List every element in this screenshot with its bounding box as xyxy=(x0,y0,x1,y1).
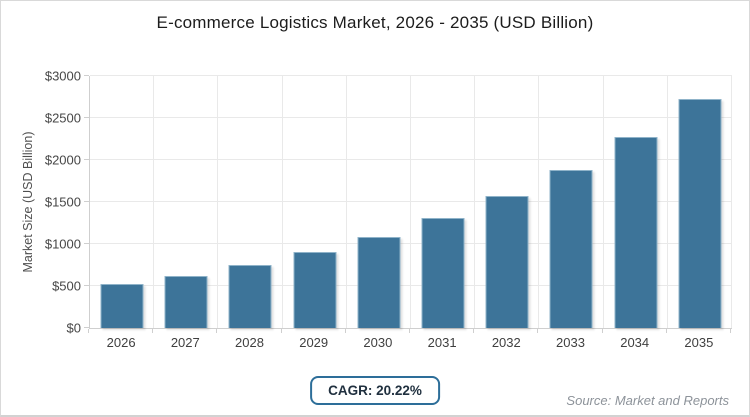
x-tick-label: 2030 xyxy=(363,335,393,350)
bar-slot xyxy=(668,76,732,328)
bar-slot xyxy=(90,76,154,328)
bar-2029 xyxy=(293,252,337,328)
x-axis-labels: 2026 2027 2028 2029 2030 2031 2032 2033 2034 2035 xyxy=(89,335,731,353)
gridline-v xyxy=(538,76,540,328)
x-tick-label: 2029 xyxy=(299,335,329,350)
y-tick xyxy=(84,242,89,244)
y-tick xyxy=(84,116,89,118)
bar-slot xyxy=(411,76,475,328)
gridline-v xyxy=(281,76,283,328)
bar-slot xyxy=(154,76,218,328)
y-tick-label: $500 xyxy=(52,278,81,294)
bar-2032 xyxy=(485,196,529,328)
gridline-v xyxy=(410,76,411,328)
x-tick xyxy=(665,329,667,333)
cagr-badge: CAGR: 20.22% xyxy=(310,376,440,405)
gridline-h xyxy=(90,158,732,160)
y-tick-label: $3000 xyxy=(44,68,81,84)
x-tick-label: 2026 xyxy=(106,335,136,350)
bar-2033 xyxy=(549,169,593,328)
gridline-h xyxy=(90,201,732,202)
x-tick xyxy=(409,329,410,333)
y-tick xyxy=(84,201,89,202)
x-tick-label: 2028 xyxy=(235,335,264,350)
x-tick-label: 2031 xyxy=(427,335,457,350)
gridline-v xyxy=(474,76,476,328)
gridline-v xyxy=(666,76,668,328)
y-tick xyxy=(84,327,89,328)
y-tick-label: $1500 xyxy=(44,194,81,210)
source-note: Source: Market and Reports xyxy=(566,393,729,408)
bar-slot xyxy=(604,76,668,328)
bar-slot xyxy=(475,76,539,328)
bar-slot xyxy=(218,76,282,328)
bar-2026 xyxy=(100,284,144,328)
x-tick xyxy=(730,329,731,333)
plot-area xyxy=(89,75,732,329)
x-axis-ticks xyxy=(88,329,731,334)
x-tick-label: 2027 xyxy=(170,335,200,350)
x-tick xyxy=(344,329,346,333)
gridline-v xyxy=(602,76,604,328)
gridline-h xyxy=(90,242,732,244)
x-tick xyxy=(88,329,89,333)
gridline-v xyxy=(153,76,155,328)
y-axis-ticks xyxy=(84,75,89,328)
y-tick xyxy=(84,158,89,160)
y-tick-label: $2000 xyxy=(44,152,81,168)
x-tick xyxy=(152,329,154,333)
bar-2028 xyxy=(228,264,272,328)
bar-2031 xyxy=(421,218,465,328)
bar-2034 xyxy=(614,137,658,328)
bar-2035 xyxy=(678,98,722,328)
gridline-v xyxy=(731,76,732,328)
x-tick xyxy=(216,329,218,333)
bar-slot xyxy=(347,76,411,328)
bar-2027 xyxy=(164,275,208,328)
bar-2030 xyxy=(357,236,401,328)
x-tick-label: 2034 xyxy=(620,335,650,350)
y-tick xyxy=(84,75,89,76)
bar-slot xyxy=(283,76,347,328)
chart-title: E-commerce Logistics Market, 2026 - 2035… xyxy=(156,13,594,32)
x-tick-label: 2033 xyxy=(556,335,585,350)
x-tick xyxy=(537,329,539,333)
x-tick-label: 2032 xyxy=(491,335,521,350)
y-axis-labels: $0 $500 $1000 $1500 $2000 $2500 $3000 xyxy=(1,69,81,336)
gridline-h xyxy=(90,285,732,286)
bar-slot xyxy=(539,76,603,328)
gridline-h xyxy=(90,116,732,118)
y-tick-label: $1000 xyxy=(44,236,81,252)
y-tick xyxy=(84,285,89,286)
x-tick xyxy=(601,329,603,333)
y-tick-label: $2500 xyxy=(44,110,81,126)
y-tick-label: $0 xyxy=(66,320,81,336)
gridline-v xyxy=(217,76,219,328)
x-tick xyxy=(280,329,282,333)
gridline-h xyxy=(90,75,732,76)
x-tick-label: 2035 xyxy=(684,335,714,350)
x-tick xyxy=(473,329,475,333)
gridline-v xyxy=(345,76,347,328)
